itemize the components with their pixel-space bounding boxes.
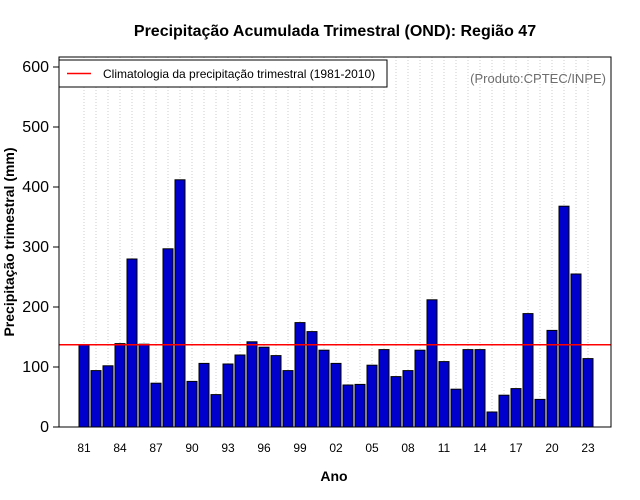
bar-06 — [378, 349, 390, 428]
bar-87 — [150, 382, 162, 428]
x-tick-label: 11 — [438, 441, 451, 455]
bar-14 — [474, 349, 486, 428]
bar-91 — [198, 362, 210, 428]
bar-12 — [450, 388, 462, 428]
x-tick-label: 96 — [257, 441, 271, 455]
x-tick-label: 02 — [329, 441, 343, 455]
bar-02 — [330, 362, 342, 428]
y-tick-label: 300 — [22, 239, 49, 256]
bar-09 — [414, 349, 426, 428]
bar-00 — [306, 331, 318, 428]
bar-81 — [78, 344, 90, 428]
x-tick-label: 14 — [473, 441, 487, 455]
bars — [78, 179, 594, 428]
bar-23 — [582, 358, 594, 428]
bar-15 — [486, 411, 498, 428]
legend: Climatologia da precipitação trimestral … — [58, 59, 388, 88]
bar-89 — [174, 179, 186, 428]
x-tick-label: 93 — [221, 441, 235, 455]
y-tick-label: 500 — [22, 119, 49, 136]
legend-box — [58, 59, 388, 88]
y-axis: 0 100 200 300 400 500 600 — [22, 59, 59, 436]
x-axis-label: Ano — [320, 468, 347, 484]
bar-01 — [318, 349, 330, 428]
y-tick-label: 100 — [22, 359, 49, 376]
bar-04 — [354, 383, 366, 428]
bar-86 — [138, 343, 150, 428]
x-tick-label: 05 — [365, 441, 379, 455]
bar-84 — [114, 343, 126, 428]
bar-10 — [426, 299, 438, 428]
bar-21 — [558, 205, 570, 428]
bar-19 — [534, 398, 546, 428]
bar-18 — [522, 313, 534, 428]
x-tick-label: 20 — [545, 441, 559, 455]
bar-07 — [390, 376, 402, 428]
bar-93 — [222, 363, 234, 428]
credit-text: (Produto:CPTEC/INPE) — [470, 71, 606, 86]
x-axis: 81 84 87 90 93 96 99 02 05 08 11 14 17 20 23 — [77, 441, 595, 455]
chart-title: Precipitação Acumulada Trimestral (OND):… — [134, 23, 536, 40]
bar-97 — [270, 355, 282, 428]
bar-92 — [210, 394, 222, 428]
bar-88 — [162, 248, 174, 428]
y-axis-label: Precipitação trimestral (mm) — [1, 147, 17, 336]
bar-17 — [510, 388, 522, 428]
bar-08 — [402, 370, 414, 428]
x-tick-label: 23 — [581, 441, 595, 455]
bar-05 — [366, 364, 378, 428]
bar-85 — [126, 258, 138, 428]
bar-16 — [498, 394, 510, 428]
y-tick-label: 200 — [22, 299, 49, 316]
bar-13 — [462, 349, 474, 428]
x-tick-label: 90 — [185, 441, 199, 455]
y-tick-label: 400 — [22, 179, 49, 196]
y-tick-label: 0 — [40, 419, 49, 436]
x-tick-label: 81 — [77, 441, 91, 455]
bar-83 — [102, 365, 114, 428]
legend-label: Climatologia da precipitação trimestral … — [103, 67, 375, 81]
bar-82 — [90, 370, 102, 428]
x-tick-label: 99 — [293, 441, 307, 455]
bar-99 — [294, 322, 306, 428]
y-tick-label: 600 — [22, 59, 49, 76]
bar-90 — [186, 380, 198, 428]
x-tick-label: 17 — [509, 441, 523, 455]
bar-11 — [438, 361, 450, 428]
x-tick-label: 08 — [401, 441, 415, 455]
bar-95 — [246, 341, 258, 428]
bar-94 — [234, 354, 246, 428]
bar-98 — [282, 370, 294, 428]
bar-22 — [570, 273, 582, 428]
bar-03 — [342, 384, 354, 428]
x-tick-label: 87 — [149, 441, 163, 455]
plot-frame — [58, 56, 612, 428]
bar-96 — [258, 346, 270, 428]
x-tick-label: 84 — [113, 441, 127, 455]
